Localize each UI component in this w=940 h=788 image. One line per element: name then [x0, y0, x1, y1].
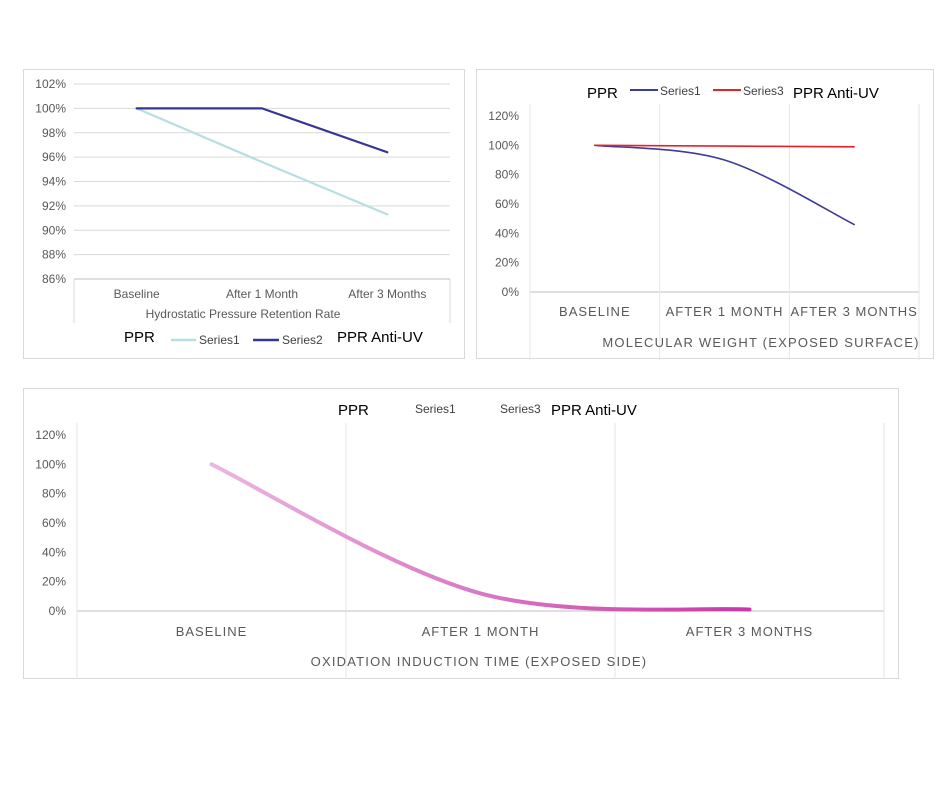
- y-tick-label: 90%: [42, 223, 66, 237]
- chart-3-y-axis: 120% 100% 80% 60% 40% 20% 0%: [35, 428, 66, 618]
- chart-2-legend: PPR Series1 Series3 PPR Anti-UV: [587, 84, 879, 102]
- chart-3-series: [209, 462, 752, 612]
- chart-1-svg: 102% 100% 98% 96% 94% 92% 90% 88% 86% Baseline Af…: [35, 77, 451, 347]
- legend-label-series1: Series1: [199, 333, 240, 347]
- y-tick-label: 0%: [49, 604, 67, 618]
- y-tick-label: 96%: [42, 150, 66, 164]
- chart-1-categories: Baseline After 1 Month After 3 Months: [114, 287, 427, 301]
- chart-2-svg: 120% 100% 80% 60% 40% 20% 0% BASELINE AFTER 1 M…: [488, 84, 920, 360]
- y-tick-label: 100%: [35, 457, 66, 471]
- category-label: After 1 Month: [226, 287, 298, 301]
- chart-2-categories: BASELINE AFTER 1 MONTH AFTER 3 MONTHS: [559, 304, 917, 319]
- category-label: AFTER 3 MONTHS: [790, 304, 917, 319]
- hydrostatic-pressure-chart: 102% 100% 98% 96% 94% 92% 90% 88% 86% Baseline Af…: [23, 69, 465, 359]
- y-tick-label: 20%: [42, 575, 66, 589]
- chart-3-svg: 120% 100% 80% 60% 40% 20% 0% BASELINE AFTER 1 M…: [35, 402, 885, 679]
- legend-label-ppr-anti-uv: PPR Anti-UV: [551, 402, 637, 419]
- y-tick-label: 120%: [35, 428, 66, 442]
- chart-2-title: MOLECULAR WEIGHT (EXPOSED SURFACE): [602, 335, 919, 350]
- category-label: BASELINE: [176, 624, 248, 639]
- series-line-series1: [209, 462, 752, 612]
- y-tick-label: 40%: [495, 226, 519, 240]
- category-label: AFTER 1 MONTH: [666, 304, 784, 319]
- legend-label-series2: Series2: [282, 333, 323, 347]
- chart-3-categories: BASELINE AFTER 1 MONTH AFTER 3 MONTHS: [176, 624, 813, 639]
- series-line-series2: [135, 107, 389, 154]
- legend-label-series1: Series1: [415, 402, 456, 416]
- y-tick-label: 40%: [42, 545, 66, 559]
- chart-3-gridlines: [76, 423, 885, 679]
- category-label: Baseline: [114, 287, 160, 301]
- legend-label-series1: Series1: [660, 84, 701, 98]
- y-tick-label: 100%: [35, 101, 66, 115]
- y-tick-label: 80%: [42, 487, 66, 501]
- series-line-series1: [135, 107, 389, 216]
- category-label: AFTER 1 MONTH: [422, 624, 540, 639]
- chart-3-title: OXIDATION INDUCTION TIME (EXPOSED SIDE): [311, 654, 648, 669]
- y-tick-label: 100%: [488, 138, 519, 152]
- category-label: AFTER 3 MONTHS: [686, 624, 813, 639]
- chart-1-series: [135, 107, 389, 216]
- molecular-weight-chart: 120% 100% 80% 60% 40% 20% 0% BASELINE AFTER 1 M…: [476, 69, 934, 360]
- legend-label-ppr-anti-uv: PPR Anti-UV: [337, 329, 423, 346]
- chart-2-series: [594, 144, 855, 226]
- y-tick-label: 60%: [495, 197, 519, 211]
- legend-label-series3: Series3: [743, 84, 784, 98]
- oxidation-induction-chart: 120% 100% 80% 60% 40% 20% 0% BASELINE AFTER 1 M…: [23, 388, 899, 679]
- legend-label-ppr: PPR: [587, 85, 618, 102]
- y-tick-label: 88%: [42, 248, 66, 262]
- y-tick-label: 80%: [495, 168, 519, 182]
- y-tick-label: 94%: [42, 175, 66, 189]
- y-tick-label: 60%: [42, 516, 66, 530]
- chart-3-legend: PPR Series1 Series3 PPR Anti-UV: [338, 402, 637, 419]
- legend-label-ppr: PPR: [124, 329, 155, 346]
- y-tick-label: 20%: [495, 256, 519, 270]
- legend-label-ppr: PPR: [338, 402, 369, 419]
- legend-label-series3: Series3: [500, 402, 541, 416]
- y-tick-label: 98%: [42, 126, 66, 140]
- y-tick-label: 102%: [35, 77, 66, 91]
- legend-label-ppr-anti-uv: PPR Anti-UV: [793, 85, 879, 102]
- chart-1-title: Hydrostatic Pressure Retention Rate: [146, 307, 341, 321]
- category-label: After 3 Months: [348, 287, 426, 301]
- series-line-series3: [594, 144, 855, 148]
- chart-1-legend: PPR Series1 Series2 PPR Anti-UV: [124, 329, 423, 347]
- chart-2-gridlines: [529, 104, 920, 360]
- y-tick-label: 86%: [42, 272, 66, 286]
- y-tick-label: 120%: [488, 109, 519, 123]
- chart-2-y-axis: 120% 100% 80% 60% 40% 20% 0%: [488, 109, 519, 299]
- chart-1-y-axis: 102% 100% 98% 96% 94% 92% 90% 88% 86%: [35, 77, 66, 286]
- y-tick-label: 92%: [42, 199, 66, 213]
- category-label: BASELINE: [559, 304, 631, 319]
- y-tick-label: 0%: [502, 285, 520, 299]
- series-line-series1: [594, 144, 855, 226]
